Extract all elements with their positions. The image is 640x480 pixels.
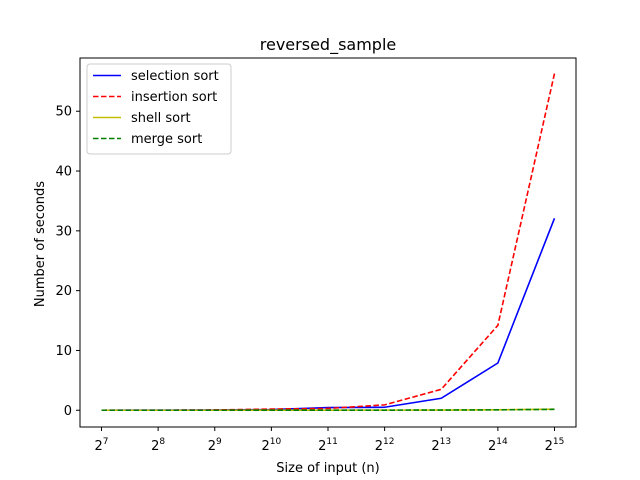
x-tick-label: 29 [208, 437, 222, 454]
x-tick-label: 28 [151, 437, 165, 454]
y-tick-label: 40 [55, 165, 72, 180]
y-tick-label: 0 [64, 404, 72, 419]
x-tick-label: 212 [375, 437, 395, 454]
x-tick-label: 215 [545, 437, 565, 454]
chart-title: reversed_sample [260, 35, 396, 55]
x-tick-label: 210 [262, 437, 282, 454]
x-tick-label: 27 [95, 437, 109, 454]
legend: selection sort insertion sort shell sort me… [86, 63, 232, 155]
y-tick-label: 50 [55, 105, 72, 120]
x-tick-label: 213 [431, 437, 451, 454]
legend-label: selection sort [131, 69, 219, 84]
plot-area [101, 73, 556, 412]
legend-label: merge sort [131, 132, 202, 147]
y-tick-label: 30 [55, 224, 72, 239]
series-line-merge-sort [101, 408, 555, 412]
x-tick-label: 214 [488, 437, 508, 454]
legend-label: insertion sort [131, 90, 217, 105]
x-tick-label: 211 [318, 437, 338, 454]
x-axis-label: Size of input (n) [276, 461, 379, 476]
y-tick-label: 10 [55, 344, 72, 359]
y-tick-label: 20 [55, 284, 72, 299]
legend-box [86, 63, 232, 155]
y-axis-label: Number of seconds [33, 181, 48, 307]
legend-label: shell sort [131, 111, 191, 126]
axes: 27 28 29 210 211 212 213 214 215 0 10 20 30 40 50 [55, 57, 577, 454]
